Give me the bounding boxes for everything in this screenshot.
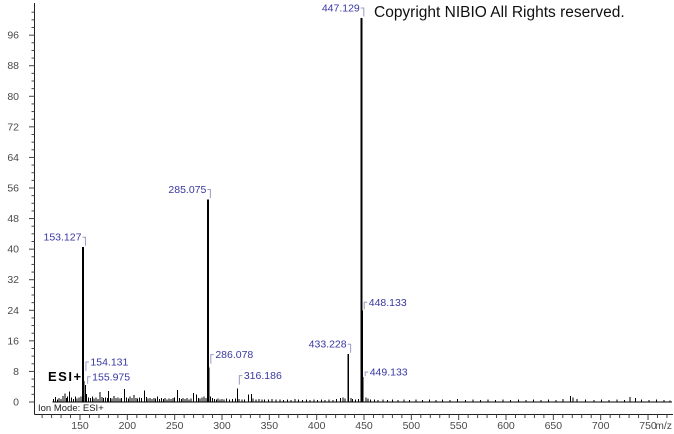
y-tick-label: 16 — [7, 335, 19, 347]
axes: 0 8 16 24 32 40 48 56 64 72 80 88 96 150 200 250 300 350 4… — [7, 3, 673, 432]
peak-label: 449.133 — [370, 367, 408, 379]
x-tick-label: 650 — [545, 420, 563, 432]
peak-label: 316.186 — [244, 370, 282, 382]
x-tick-label: 400 — [308, 420, 326, 432]
peak-leader-line — [238, 375, 243, 385]
peak-label: 155.975 — [92, 371, 130, 383]
y-tick-label: 80 — [7, 91, 19, 103]
peak-label: 447.129 — [322, 2, 360, 14]
y-tick-label: 88 — [7, 60, 19, 72]
x-tick-label: 600 — [497, 420, 515, 432]
x-tick-label: 300 — [213, 420, 231, 432]
peak-label: 154.131 — [90, 356, 128, 368]
peak-leader-line — [207, 188, 211, 198]
y-tick-label: 0 — [13, 397, 19, 409]
x-axis-unit-label: m/z — [655, 420, 672, 432]
y-tick-label: 56 — [7, 182, 19, 194]
y-tick-label: 40 — [7, 244, 19, 256]
peak-leader-line — [364, 371, 369, 377]
peak-leader-line — [363, 301, 368, 310]
peak-label: 285.075 — [168, 184, 206, 196]
x-tick-label: 200 — [119, 420, 137, 432]
y-tick-label: 72 — [7, 121, 19, 133]
y-tick-label: 24 — [7, 305, 19, 317]
y-tick-label: 96 — [7, 30, 19, 42]
peak-label: 153.127 — [43, 232, 81, 244]
spectrum-peaks — [52, 17, 672, 403]
x-tick-label: 500 — [403, 420, 421, 432]
peak-leader-line — [210, 354, 214, 364]
x-tick-label: 700 — [592, 420, 610, 432]
peak-leader-line — [347, 343, 352, 353]
ion-mode-note: Ion Mode: ESI+ — [38, 403, 104, 414]
x-tick-label: 750 — [639, 420, 657, 432]
copyright-title: Copyright NIBIO All Rights reserved. — [374, 4, 625, 21]
y-tick-label: 48 — [7, 213, 19, 225]
x-tick-label: 150 — [71, 420, 89, 432]
x-tick-label: 550 — [450, 420, 468, 432]
peak-leader-line — [87, 376, 91, 384]
y-tick-label: 32 — [7, 274, 19, 286]
x-tick-label: 350 — [261, 420, 279, 432]
peak-leader-line — [360, 7, 365, 17]
x-tick-label: 250 — [166, 420, 184, 432]
peak-label: 448.133 — [369, 297, 407, 309]
peak-label: 286.078 — [215, 349, 253, 361]
y-tick-label: 8 — [13, 366, 19, 378]
peak-labels: 153.127 154.131 155.975 285.075 286.078 316.1… — [43, 2, 408, 385]
peak-label: 433.228 — [309, 339, 347, 351]
ion-mode-badge: ESI+ — [48, 369, 83, 384]
peak-leader-line — [85, 361, 89, 371]
x-tick-label: 450 — [355, 420, 373, 432]
y-tick-label: 64 — [7, 152, 19, 164]
peak-leader-line — [82, 236, 86, 246]
